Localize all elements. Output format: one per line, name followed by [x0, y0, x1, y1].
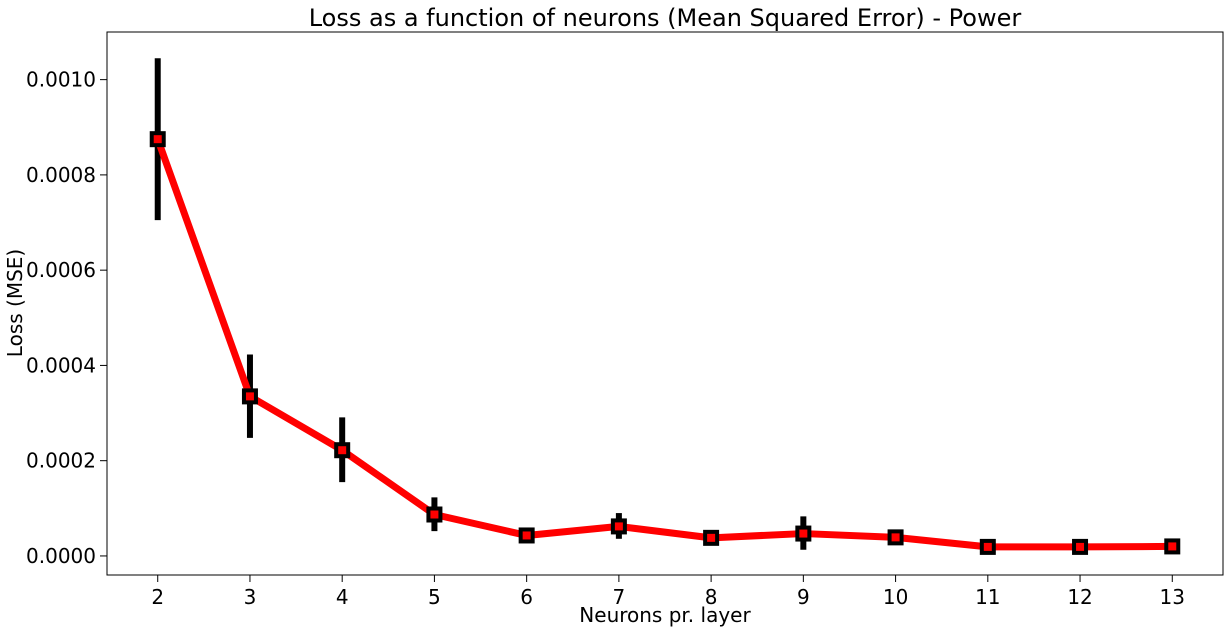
data-point: [979, 538, 996, 555]
x-tick-label: 4: [336, 585, 349, 609]
y-tick-label: 0.0002: [26, 449, 96, 473]
y-tick-label: 0.0008: [26, 163, 96, 187]
plot-frame: [106, 31, 1224, 576]
series-line: [154, 137, 1173, 551]
data-point: [334, 442, 351, 459]
data-point: [703, 529, 720, 546]
y-tick-label: 0.0006: [26, 258, 96, 282]
x-tick-label: 7: [613, 585, 626, 609]
y-tick-label: 0.0004: [26, 353, 96, 377]
data-point: [149, 131, 166, 148]
data-point: [518, 527, 535, 544]
plot-area: 0.0000 0.0002 0.0004 0.0006 0.0008 0.0010 2 3 4 5…: [26, 58, 1185, 609]
x-tick-label: 5: [428, 585, 441, 609]
x-tick-label: 3: [244, 585, 257, 609]
y-tick-label: 0.0000: [26, 544, 96, 568]
x-tick-label: 12: [1067, 585, 1092, 609]
data-point: [1072, 538, 1089, 555]
data-point: [1164, 538, 1181, 555]
data-point: [241, 388, 258, 405]
data-point: [610, 518, 627, 535]
data-point: [795, 525, 812, 542]
x-tick-label: 6: [520, 585, 533, 609]
x-tick-label: 11: [975, 585, 1000, 609]
x-tick-label: 13: [1160, 585, 1185, 609]
x-tick-label: 2: [151, 585, 164, 609]
x-tick-label: 8: [705, 585, 718, 609]
x-tick-label: 9: [797, 585, 810, 609]
chart-title: Loss as a function of neurons (Mean Squa…: [309, 4, 1022, 32]
x-axis-label: Neurons pr. layer: [579, 603, 751, 627]
data-point: [426, 506, 443, 523]
x-tick-label: 10: [883, 585, 908, 609]
y-tick-label: 0.0010: [26, 68, 96, 92]
data-point: [887, 529, 904, 546]
y-axis-label: Loss (MSE): [3, 249, 27, 357]
